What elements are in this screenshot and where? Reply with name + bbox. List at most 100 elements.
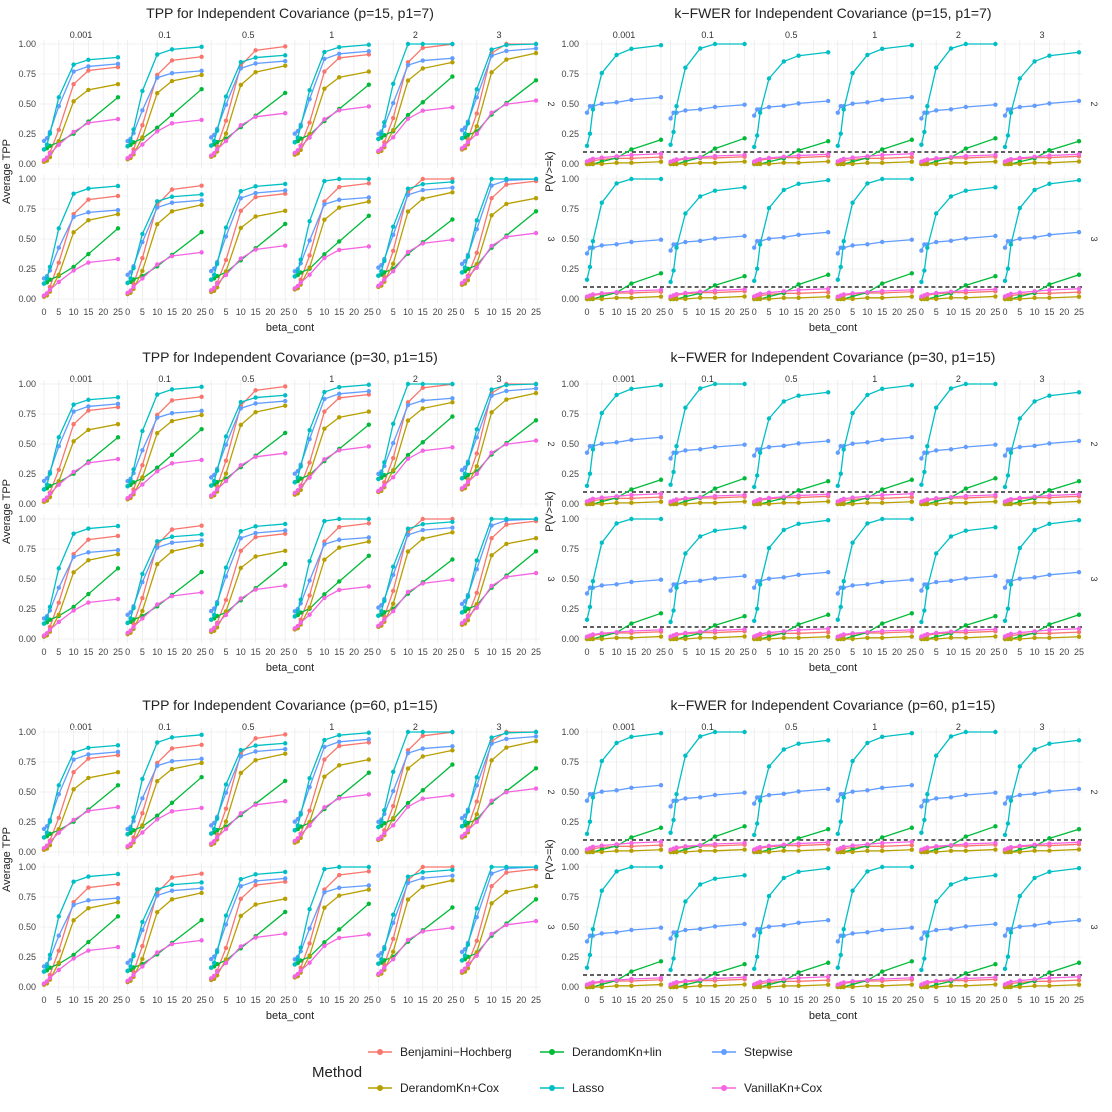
x-axis-label: beta_cont: [266, 322, 314, 334]
data-point: [880, 844, 885, 849]
data-point: [238, 195, 243, 201]
data-point: [405, 116, 411, 121]
x-tick-label: 0: [919, 307, 924, 317]
data-point: [742, 729, 747, 735]
data-point: [115, 871, 121, 877]
series-line: [1005, 140, 1080, 165]
facet-row-label: 2: [546, 101, 556, 106]
x-tick-label: 0: [209, 647, 214, 657]
data-point: [712, 486, 718, 491]
data-point: [295, 148, 300, 153]
data-point: [337, 391, 342, 397]
data-point: [140, 448, 145, 453]
data-point: [199, 880, 204, 885]
data-point: [420, 516, 425, 522]
x-tick-label: 0: [668, 995, 673, 1005]
data-point: [504, 182, 509, 187]
data-point: [826, 499, 831, 504]
facet-col-label: 1: [872, 374, 877, 384]
y-tick-label: 1.00: [561, 174, 579, 184]
data-point: [1076, 974, 1082, 979]
facet: 0 5 10 15 20 25: [40, 175, 123, 317]
data-point: [614, 494, 619, 499]
data-point: [169, 540, 175, 545]
data-point: [1047, 287, 1052, 293]
data-point: [379, 969, 384, 974]
x-tick-label: 5: [934, 307, 939, 317]
data-point: [391, 467, 396, 473]
data-point: [1076, 827, 1082, 832]
data-point: [489, 523, 494, 528]
data-point: [668, 936, 673, 941]
data-point: [934, 796, 939, 801]
data-point: [841, 636, 846, 642]
data-point: [462, 265, 468, 270]
data-point: [238, 770, 243, 776]
x-tick-label: 20: [808, 647, 818, 657]
data-point: [1002, 832, 1008, 838]
x-tick-label: 10: [487, 995, 497, 1005]
data-point: [140, 142, 145, 147]
data-point: [283, 44, 288, 49]
data-point: [366, 49, 371, 54]
data-point: [115, 422, 121, 427]
data-point: [474, 218, 479, 223]
data-point: [366, 553, 371, 558]
data-point: [712, 146, 718, 151]
data-point: [86, 218, 91, 223]
data-point: [366, 521, 371, 526]
y-tick-label: 0.25: [18, 604, 36, 614]
data-point: [1047, 848, 1052, 853]
data-point: [169, 800, 175, 806]
data-point: [199, 44, 204, 50]
data-point: [366, 864, 371, 870]
series-line: [210, 92, 286, 147]
data-point: [698, 977, 703, 982]
x-tick-label: 5: [599, 307, 604, 317]
data-point: [658, 287, 664, 293]
data-point: [71, 402, 76, 407]
data-point: [223, 118, 229, 123]
data-point: [115, 456, 121, 462]
data-point: [322, 518, 327, 524]
data-point: [796, 635, 801, 641]
data-point: [238, 565, 243, 571]
data-point: [115, 783, 121, 788]
data-point: [71, 531, 76, 536]
data-point: [209, 268, 214, 274]
y-axis-label: Average TPP: [1, 827, 13, 892]
data-point: [1047, 975, 1052, 981]
data-point: [909, 95, 914, 100]
data-point: [880, 46, 885, 52]
data-point: [465, 828, 471, 833]
data-point: [948, 289, 954, 294]
data-point: [533, 176, 539, 182]
data-point: [934, 978, 939, 984]
data-point: [504, 176, 509, 182]
x-tick-label: 0: [668, 307, 673, 317]
x-tick-label: 5: [223, 647, 228, 657]
data-point: [56, 142, 61, 147]
facet-row-label: 3: [1089, 236, 1099, 241]
data-point: [337, 239, 342, 244]
series-line: [669, 874, 745, 971]
data-point: [450, 74, 455, 79]
series-line: [753, 788, 829, 804]
data-point: [754, 133, 760, 138]
data-point: [391, 100, 396, 106]
data-point: [674, 933, 679, 938]
y-tick-label: 1.00: [561, 39, 579, 49]
facet: 0 5 10 15 20 25: [833, 863, 917, 1005]
data-point: [376, 488, 381, 494]
x-tick-label: 15: [626, 307, 636, 317]
x-tick-label: 15: [334, 307, 344, 317]
data-point: [925, 501, 930, 507]
data-point: [698, 447, 703, 452]
data-point: [533, 884, 539, 889]
data-point: [223, 458, 229, 463]
data-point: [1076, 139, 1082, 144]
data-point: [993, 294, 998, 299]
data-point: [337, 448, 342, 453]
data-point: [629, 848, 634, 854]
data-point: [376, 283, 381, 288]
